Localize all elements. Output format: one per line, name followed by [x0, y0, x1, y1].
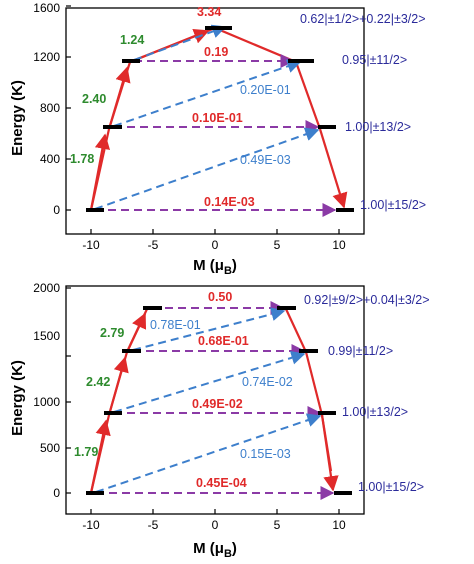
- xtick-label: 5: [274, 238, 281, 252]
- red-label-top: 3.34: [197, 5, 221, 19]
- purple-arrow-label: 0.50: [208, 290, 232, 304]
- panel-bottom-yticks: 0 500 1000 1500 2000: [33, 281, 71, 500]
- ytick-label: 1200: [33, 50, 60, 64]
- blue-arrow-label: 0.15E-03: [240, 447, 291, 461]
- panel-bottom-xlabel: M (μB): [193, 540, 237, 560]
- panel-bottom: 0 500 1000 1500 2000 -10 -5 0 5 10 Energ…: [9, 281, 430, 560]
- panel-bottom-ylabel: Energy (K): [9, 360, 26, 436]
- ytick-label: 400: [40, 152, 60, 166]
- xtick-label: 5: [274, 518, 281, 532]
- ytick-label: 500: [40, 441, 60, 455]
- purple-arrow-label: 0.45E-04: [196, 476, 247, 490]
- panel-top-ylabel: Energy (K): [9, 80, 26, 156]
- green-label: 2.42: [86, 375, 110, 389]
- xtick-label: 10: [332, 238, 346, 252]
- ytick-label: 0: [53, 486, 60, 500]
- ytick-label: 0: [53, 203, 60, 217]
- xtick-label: -10: [82, 238, 100, 252]
- purple-arrow-label: 0.19: [204, 45, 228, 59]
- ytick-label: 1600: [33, 1, 60, 15]
- state-label: 0.62|±1/2>+0.22|±3/2>: [300, 12, 426, 26]
- red-arrow-up: [89, 419, 111, 494]
- xtick-label: -5: [148, 518, 159, 532]
- panel-top: 0 400 800 1200 1600 -10 -5 0 5 10 Energy…: [9, 1, 426, 277]
- state-label: 1.00|±15/2>: [358, 480, 424, 494]
- purple-arrow-label: 0.10E-01: [192, 111, 243, 125]
- state-label: 0.99|±11/2>: [328, 344, 393, 358]
- red-arrow-up: [129, 28, 210, 64]
- red-arrow-up: [126, 312, 147, 353]
- xtick-label: -5: [148, 238, 159, 252]
- red-arrow-up: [107, 356, 129, 416]
- purple-arrow-label: 0.68E-01: [198, 334, 249, 348]
- blue-arrow: [113, 350, 306, 413]
- green-label: 1.78: [70, 152, 94, 166]
- panel-top-xlabel: M (μB): [193, 257, 237, 277]
- state-label: 1.00|±13/2>: [342, 405, 408, 419]
- blue-arrow-label: 0.78E-01: [150, 318, 201, 332]
- green-label: 1.24: [120, 33, 144, 47]
- xtick-label: -10: [82, 518, 100, 532]
- panel-top-yticks: 0 400 800 1200 1600: [33, 1, 71, 217]
- panel-bottom-xticks: -10 -5 0 5 10: [82, 509, 346, 532]
- blue-arrow-label: 0.20E-01: [240, 83, 291, 97]
- ytick-label: 800: [40, 101, 60, 115]
- ytick-label: 1500: [33, 329, 60, 343]
- xtick-label: 10: [332, 518, 346, 532]
- ytick-label: 2000: [33, 281, 60, 295]
- panel-top-xticks: -10 -5 0 5 10: [82, 229, 346, 252]
- blue-arrow-label: 0.74E-02: [242, 375, 293, 389]
- blue-arrow: [94, 127, 320, 210]
- state-label: 0.92|±9/2>+0.04|±3/2>: [304, 293, 430, 307]
- xtick-label: 0: [212, 238, 219, 252]
- xtick-label: 0: [212, 518, 219, 532]
- red-arrow-down: [320, 414, 339, 492]
- green-label: 1.79: [74, 445, 98, 459]
- ytick-label: 1000: [33, 395, 60, 409]
- blue-arrow: [113, 59, 302, 127]
- state-label: 1.00|±15/2>: [360, 198, 426, 212]
- purple-arrow-label: 0.49E-02: [192, 397, 243, 411]
- state-label: 1.00|±13/2>: [345, 120, 411, 134]
- blue-arrow-label: 0.49E-03: [240, 153, 291, 167]
- blue-arrow: [95, 413, 322, 493]
- blue-arrow: [133, 24, 227, 61]
- red-arrow-up: [107, 66, 131, 130]
- state-label: 0.95|±11/2>: [342, 53, 407, 67]
- green-label: 2.79: [100, 326, 124, 340]
- red-arrow-up: [89, 133, 111, 211]
- red-arrow-down: [318, 128, 348, 209]
- green-label: 2.40: [82, 92, 106, 106]
- purple-arrow-label: 0.14E-03: [204, 195, 255, 209]
- red-transition-path-right: [285, 308, 333, 472]
